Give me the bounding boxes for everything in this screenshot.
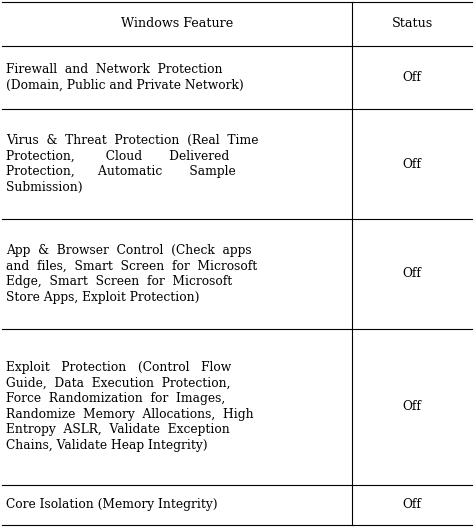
Text: Off: Off xyxy=(402,267,421,280)
Text: Off: Off xyxy=(402,71,421,84)
Text: Status: Status xyxy=(392,17,433,31)
Text: Off: Off xyxy=(402,400,421,413)
Text: Exploit   Protection   (Control   Flow
Guide,  Data  Execution  Protection,
Forc: Exploit Protection (Control Flow Guide, … xyxy=(6,362,254,452)
Text: Windows Feature: Windows Feature xyxy=(121,17,233,31)
Text: Core Isolation (Memory Integrity): Core Isolation (Memory Integrity) xyxy=(6,499,218,511)
Text: Firewall  and  Network  Protection
(Domain, Public and Private Network): Firewall and Network Protection (Domain,… xyxy=(6,63,244,92)
Text: Off: Off xyxy=(402,158,421,171)
Text: Virus  &  Threat  Protection  (Real  Time
Protection,        Cloud       Deliver: Virus & Threat Protection (Real Time Pro… xyxy=(6,134,258,194)
Text: Off: Off xyxy=(402,499,421,511)
Text: App  &  Browser  Control  (Check  apps
and  files,  Smart  Screen  for  Microsof: App & Browser Control (Check apps and fi… xyxy=(6,244,257,304)
